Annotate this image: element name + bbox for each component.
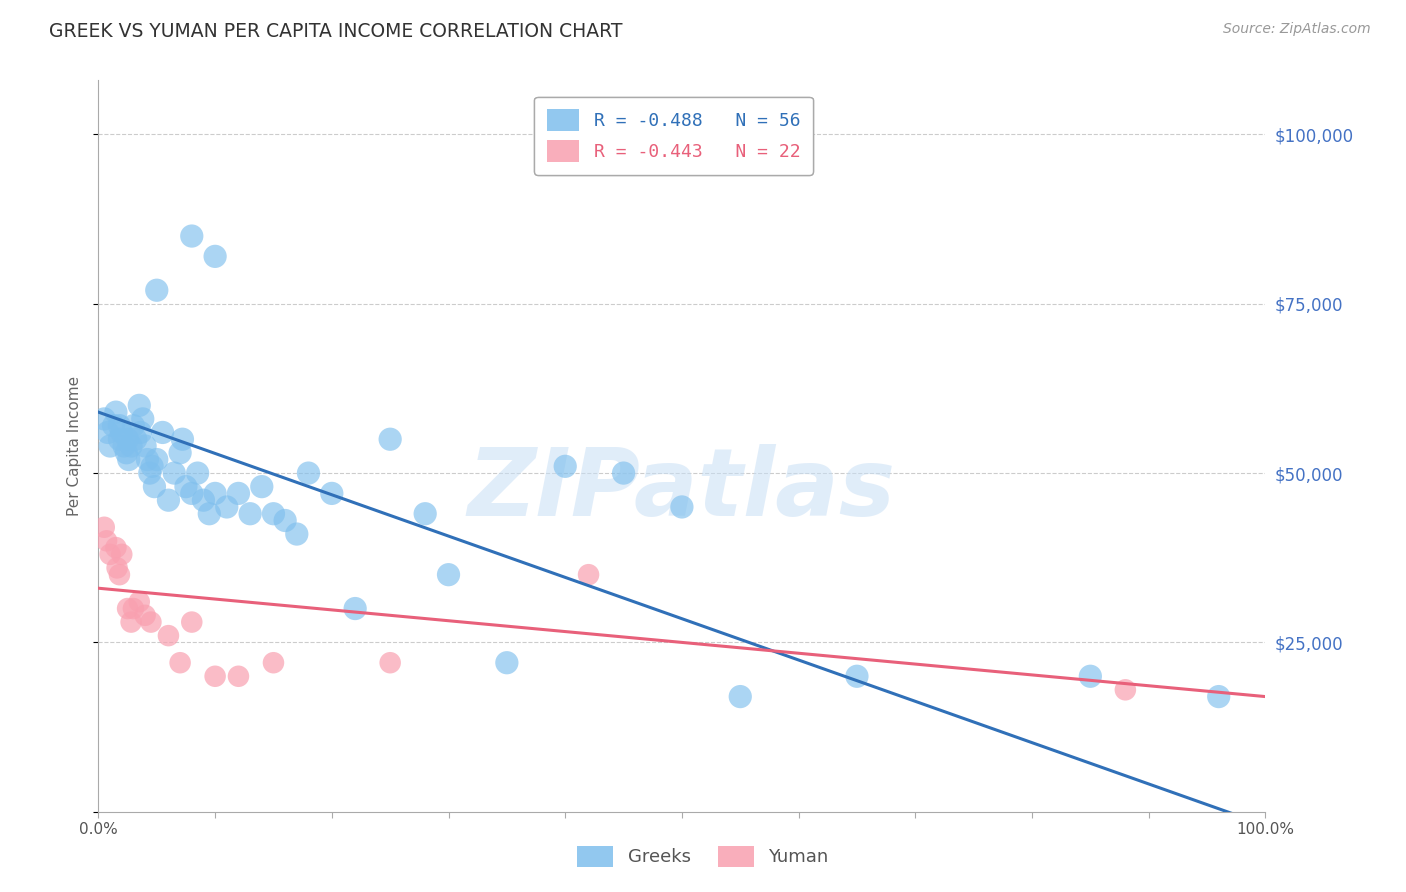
Point bbox=[141, 459, 163, 474]
Point bbox=[215, 500, 238, 514]
Point bbox=[730, 690, 752, 704]
Point bbox=[413, 507, 436, 521]
Point bbox=[134, 439, 156, 453]
Point bbox=[1080, 669, 1102, 683]
Point bbox=[274, 514, 297, 528]
Point bbox=[108, 567, 131, 582]
Point bbox=[204, 669, 226, 683]
Point bbox=[180, 229, 202, 244]
Point bbox=[613, 466, 636, 480]
Point bbox=[93, 412, 115, 426]
Point bbox=[204, 249, 226, 263]
Point bbox=[96, 533, 118, 548]
Point bbox=[139, 615, 162, 629]
Point bbox=[846, 669, 869, 683]
Text: GREEK VS YUMAN PER CAPITA INCOME CORRELATION CHART: GREEK VS YUMAN PER CAPITA INCOME CORRELA… bbox=[49, 22, 623, 41]
Point bbox=[111, 425, 134, 440]
Point bbox=[250, 480, 273, 494]
Point bbox=[129, 425, 152, 440]
Point bbox=[157, 629, 180, 643]
Point bbox=[1208, 690, 1230, 704]
Point bbox=[117, 601, 139, 615]
Point bbox=[117, 432, 139, 446]
Point bbox=[180, 615, 202, 629]
Point bbox=[495, 656, 517, 670]
Point bbox=[193, 493, 215, 508]
Point bbox=[122, 601, 145, 615]
Point bbox=[204, 486, 226, 500]
Point bbox=[146, 452, 169, 467]
Point bbox=[228, 486, 250, 500]
Point bbox=[163, 466, 186, 480]
Y-axis label: Per Capita Income: Per Capita Income bbox=[67, 376, 83, 516]
Point bbox=[169, 656, 191, 670]
Point bbox=[671, 500, 693, 514]
Point bbox=[108, 418, 131, 433]
Point bbox=[93, 520, 115, 534]
Point bbox=[146, 283, 169, 297]
Point bbox=[143, 480, 166, 494]
Point bbox=[554, 459, 576, 474]
Point bbox=[1114, 682, 1136, 697]
Legend: Greeks, Yuman: Greeks, Yuman bbox=[569, 838, 837, 874]
Point bbox=[112, 439, 135, 453]
Legend: R = -0.488   N = 56, R = -0.443   N = 22: R = -0.488 N = 56, R = -0.443 N = 22 bbox=[534, 96, 813, 175]
Point bbox=[152, 425, 174, 440]
Point bbox=[239, 507, 262, 521]
Point bbox=[378, 656, 402, 670]
Point bbox=[134, 608, 156, 623]
Point bbox=[578, 567, 600, 582]
Point bbox=[285, 527, 308, 541]
Point bbox=[169, 446, 191, 460]
Point bbox=[187, 466, 209, 480]
Point bbox=[437, 567, 460, 582]
Point bbox=[174, 480, 197, 494]
Point bbox=[120, 615, 142, 629]
Point bbox=[262, 507, 284, 521]
Point bbox=[97, 425, 120, 440]
Point bbox=[180, 486, 202, 500]
Point bbox=[98, 547, 121, 561]
Point bbox=[98, 439, 121, 453]
Point bbox=[125, 432, 148, 446]
Point bbox=[378, 432, 402, 446]
Point bbox=[104, 541, 127, 555]
Point bbox=[128, 595, 150, 609]
Point bbox=[321, 486, 343, 500]
Point bbox=[104, 405, 127, 419]
Text: ZIPatlas: ZIPatlas bbox=[468, 444, 896, 536]
Point bbox=[344, 601, 367, 615]
Point bbox=[136, 452, 159, 467]
Point bbox=[120, 439, 142, 453]
Point bbox=[128, 398, 150, 412]
Point bbox=[118, 452, 141, 467]
Point bbox=[228, 669, 250, 683]
Point bbox=[262, 656, 284, 670]
Point bbox=[103, 418, 125, 433]
Point bbox=[111, 547, 134, 561]
Point bbox=[105, 561, 128, 575]
Point bbox=[157, 493, 180, 508]
Point bbox=[297, 466, 319, 480]
Point bbox=[132, 412, 155, 426]
Point bbox=[139, 466, 162, 480]
Point bbox=[122, 418, 145, 433]
Point bbox=[198, 507, 221, 521]
Point bbox=[108, 432, 131, 446]
Text: Source: ZipAtlas.com: Source: ZipAtlas.com bbox=[1223, 22, 1371, 37]
Point bbox=[172, 432, 194, 446]
Point bbox=[115, 446, 138, 460]
